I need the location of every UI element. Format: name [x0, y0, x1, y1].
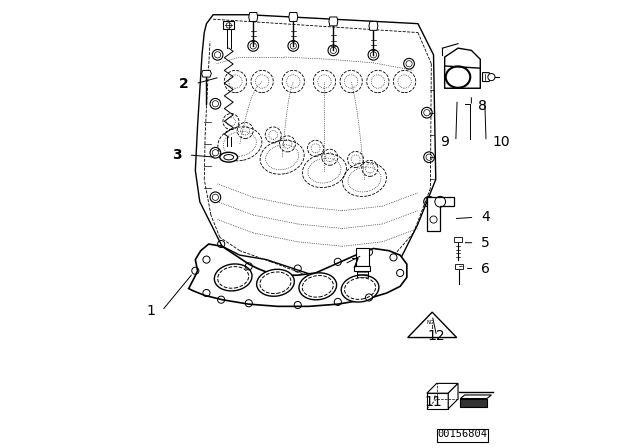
- Text: 5: 5: [481, 236, 490, 250]
- Polygon shape: [483, 73, 490, 82]
- Polygon shape: [427, 383, 458, 393]
- Polygon shape: [408, 312, 457, 337]
- Ellipse shape: [341, 275, 379, 302]
- Text: 3: 3: [172, 148, 182, 162]
- Text: 1: 1: [147, 304, 156, 318]
- Text: 11: 11: [425, 395, 442, 409]
- Ellipse shape: [299, 273, 337, 300]
- Text: 7: 7: [351, 257, 360, 271]
- Ellipse shape: [214, 264, 252, 291]
- Text: 12: 12: [428, 329, 445, 343]
- Polygon shape: [189, 244, 407, 306]
- Text: 8: 8: [478, 99, 487, 113]
- Text: 2: 2: [179, 77, 189, 91]
- Polygon shape: [460, 395, 492, 399]
- Polygon shape: [355, 266, 371, 271]
- Polygon shape: [289, 13, 298, 22]
- Text: NG: NG: [426, 320, 434, 325]
- Polygon shape: [329, 17, 338, 26]
- Polygon shape: [445, 48, 480, 88]
- Text: !: !: [431, 325, 434, 335]
- Polygon shape: [460, 399, 487, 406]
- Polygon shape: [223, 22, 234, 30]
- Polygon shape: [249, 13, 258, 22]
- Text: 6: 6: [481, 262, 490, 276]
- Polygon shape: [369, 22, 378, 30]
- Polygon shape: [202, 70, 211, 77]
- Polygon shape: [445, 66, 480, 88]
- Text: 10: 10: [493, 135, 510, 149]
- Polygon shape: [195, 15, 436, 282]
- Polygon shape: [356, 249, 369, 266]
- Polygon shape: [427, 393, 448, 409]
- Circle shape: [488, 73, 495, 81]
- Text: 4: 4: [481, 210, 490, 224]
- Ellipse shape: [257, 269, 294, 296]
- Polygon shape: [455, 264, 463, 268]
- Text: 00156804: 00156804: [438, 429, 488, 439]
- Text: 9: 9: [440, 135, 449, 149]
- Polygon shape: [454, 237, 461, 242]
- Polygon shape: [427, 197, 454, 231]
- Ellipse shape: [224, 155, 234, 160]
- Polygon shape: [448, 383, 458, 409]
- Ellipse shape: [220, 152, 237, 162]
- Bar: [436, 429, 488, 442]
